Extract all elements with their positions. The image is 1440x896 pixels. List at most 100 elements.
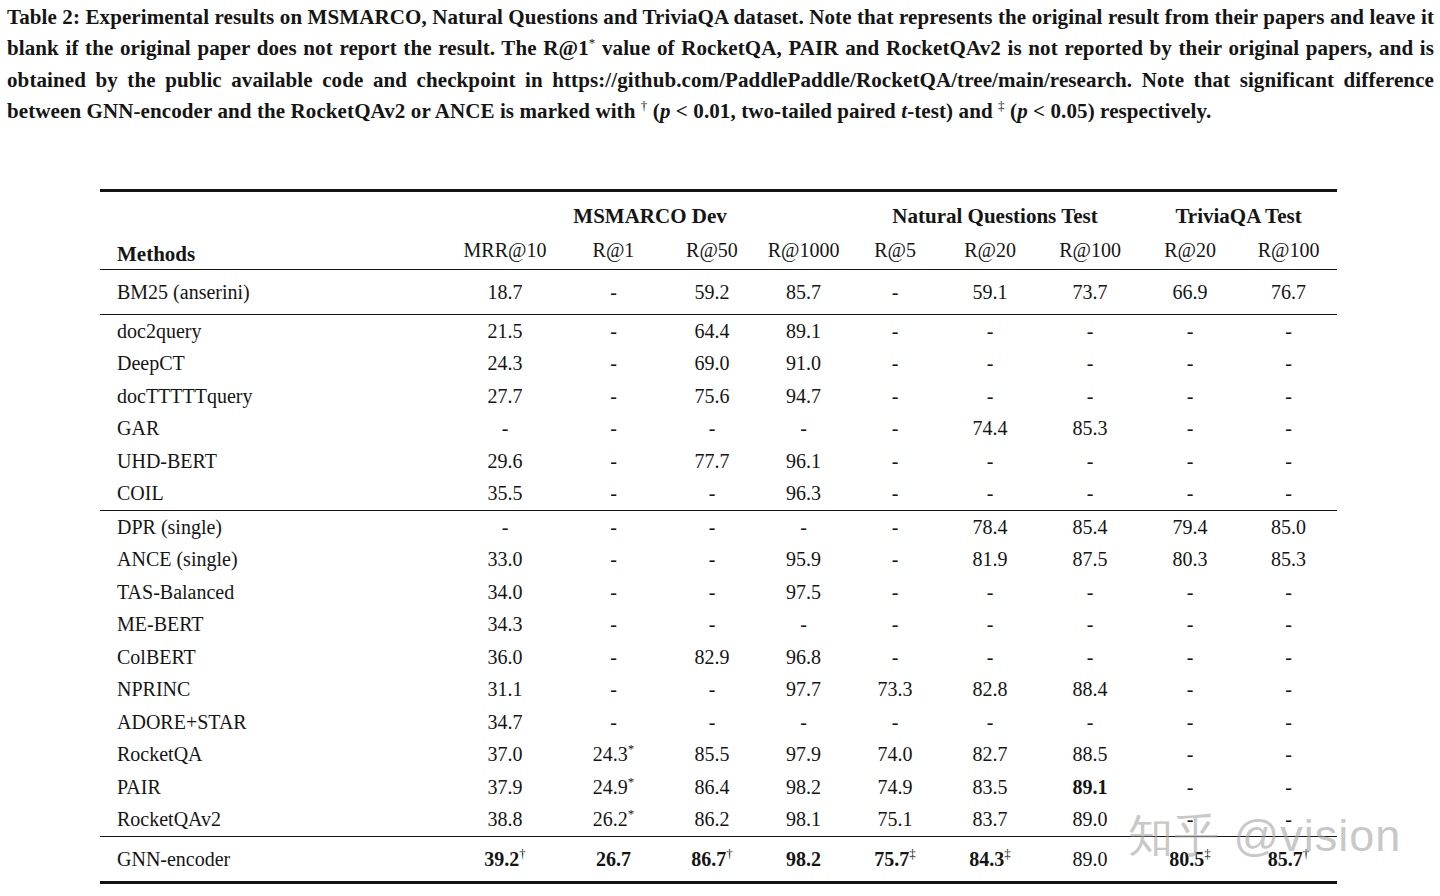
- value-cell: -: [850, 315, 940, 348]
- value-cell: -: [940, 706, 1040, 739]
- value-cell: -: [1240, 706, 1337, 739]
- value-cell: -: [1140, 576, 1240, 609]
- value-cell: 89.1: [757, 315, 850, 348]
- value-cell: 97.9: [757, 739, 850, 772]
- value-cell: -: [940, 348, 1040, 381]
- method-cell: ADORE+STAR: [100, 706, 450, 739]
- value-cell: -: [940, 315, 1040, 348]
- value-cell: -: [1140, 478, 1240, 511]
- value-cell: -: [1240, 478, 1337, 511]
- value-cell: 86.2: [667, 804, 757, 837]
- value-cell: -: [667, 609, 757, 642]
- col-header-mrr10: MRR@10: [450, 231, 560, 270]
- table-row: COIL35.5--96.3-----: [100, 478, 1337, 511]
- value-cell: 85.4: [1040, 511, 1140, 544]
- value-cell: -: [667, 576, 757, 609]
- caption-text-7: < 0.05) respectively.: [1028, 99, 1212, 123]
- value-cell: -: [667, 478, 757, 511]
- value-cell: -: [1140, 739, 1240, 772]
- value-cell: 73.3: [850, 674, 940, 707]
- method-cell: PAIR: [100, 771, 450, 804]
- value-cell: 86.4: [667, 771, 757, 804]
- value-cell: -: [560, 478, 667, 511]
- table-row: DPR (single)-----78.485.479.485.0: [100, 511, 1337, 544]
- value-cell: -: [560, 544, 667, 577]
- value-cell: -: [560, 413, 667, 446]
- value-cell: -: [560, 706, 667, 739]
- value-cell: -: [667, 544, 757, 577]
- table-body: BM25 (anserini)18.7-59.285.7-59.173.766.…: [100, 270, 1337, 883]
- results-table: Methods MSMARCO Dev Natural Questions Te…: [100, 189, 1337, 884]
- value-cell: -: [850, 576, 940, 609]
- value-cell: 89.1: [1040, 771, 1140, 804]
- table-row: RocketQAv238.826.2*86.298.175.183.789.0-…: [100, 804, 1337, 837]
- value-cell: -: [850, 609, 940, 642]
- value-cell: -: [1040, 348, 1140, 381]
- value-cell: -: [1240, 413, 1337, 446]
- method-cell: RocketQAv2: [100, 804, 450, 837]
- method-cell: RocketQA: [100, 739, 450, 772]
- value-cell: -: [1040, 478, 1140, 511]
- value-cell: -: [1140, 674, 1240, 707]
- value-cell: -: [1240, 576, 1337, 609]
- value-cell: 88.4: [1040, 674, 1140, 707]
- value-cell: 94.7: [757, 380, 850, 413]
- value-cell: 74.4: [940, 413, 1040, 446]
- value-cell: 98.1: [757, 804, 850, 837]
- group-header-triviaqa-test: TriviaQA Test: [1140, 191, 1337, 232]
- value-cell: -: [850, 544, 940, 577]
- table-row: GNN-encoder39.2†26.786.7†98.275.7‡84.3‡8…: [100, 837, 1337, 883]
- value-cell: 74.9: [850, 771, 940, 804]
- value-cell: -: [560, 674, 667, 707]
- value-cell: 69.0: [667, 348, 757, 381]
- value-cell: 85.3: [1040, 413, 1140, 446]
- value-cell: 38.8: [450, 804, 560, 837]
- method-cell: NPRINC: [100, 674, 450, 707]
- col-header-tqa-r20: R@20: [1140, 231, 1240, 270]
- value-cell: -: [1240, 445, 1337, 478]
- table-row: UHD-BERT29.6-77.796.1-----: [100, 445, 1337, 478]
- value-cell: 77.7: [667, 445, 757, 478]
- value-cell: 24.3*: [560, 739, 667, 772]
- table-row: ME-BERT34.3--------: [100, 609, 1337, 642]
- value-cell: 36.0: [450, 641, 560, 674]
- value-cell: 75.6: [667, 380, 757, 413]
- table-row: BM25 (anserini)18.7-59.285.7-59.173.766.…: [100, 270, 1337, 315]
- value-cell: -: [560, 511, 667, 544]
- table-row: docTTTTTquery27.7-75.694.7-----: [100, 380, 1337, 413]
- value-cell: 98.2: [757, 837, 850, 883]
- value-cell: 29.6: [450, 445, 560, 478]
- method-cell: GAR: [100, 413, 450, 446]
- value-cell: 85.7: [757, 270, 850, 315]
- value-cell: -: [450, 413, 560, 446]
- value-cell: -: [1040, 315, 1140, 348]
- table-row: NPRINC31.1--97.773.382.888.4--: [100, 674, 1337, 707]
- method-cell: ColBERT: [100, 641, 450, 674]
- value-cell: -: [450, 511, 560, 544]
- value-cell: -: [850, 706, 940, 739]
- caption-text-6: (: [1005, 99, 1017, 123]
- method-cell: TAS-Balanced: [100, 576, 450, 609]
- value-cell: -: [560, 445, 667, 478]
- value-cell: -: [850, 413, 940, 446]
- col-header-r50: R@50: [667, 231, 757, 270]
- value-cell: -: [560, 576, 667, 609]
- double-dagger-superscript: ‡: [998, 98, 1005, 113]
- value-cell: -: [940, 445, 1040, 478]
- caption-text-4: < 0.01, two-tailed paired: [671, 99, 902, 123]
- value-cell: 37.9: [450, 771, 560, 804]
- value-cell: 83.7: [940, 804, 1040, 837]
- table-row: RocketQA37.024.3*85.597.974.082.788.5--: [100, 739, 1337, 772]
- value-cell: 85.5: [667, 739, 757, 772]
- value-cell: -: [667, 511, 757, 544]
- value-cell: 80.5‡: [1140, 837, 1240, 883]
- value-cell: -: [1140, 706, 1240, 739]
- group-header-msmarco-dev: MSMARCO Dev: [450, 191, 850, 232]
- caption-p-italic-1: p: [660, 99, 671, 123]
- value-cell: -: [1140, 348, 1240, 381]
- table-caption: Table 2: Experimental results on MSMARCO…: [7, 2, 1434, 128]
- value-cell: 97.7: [757, 674, 850, 707]
- value-cell: 66.9: [1140, 270, 1240, 315]
- value-cell: 75.1: [850, 804, 940, 837]
- value-cell: 26.2*: [560, 804, 667, 837]
